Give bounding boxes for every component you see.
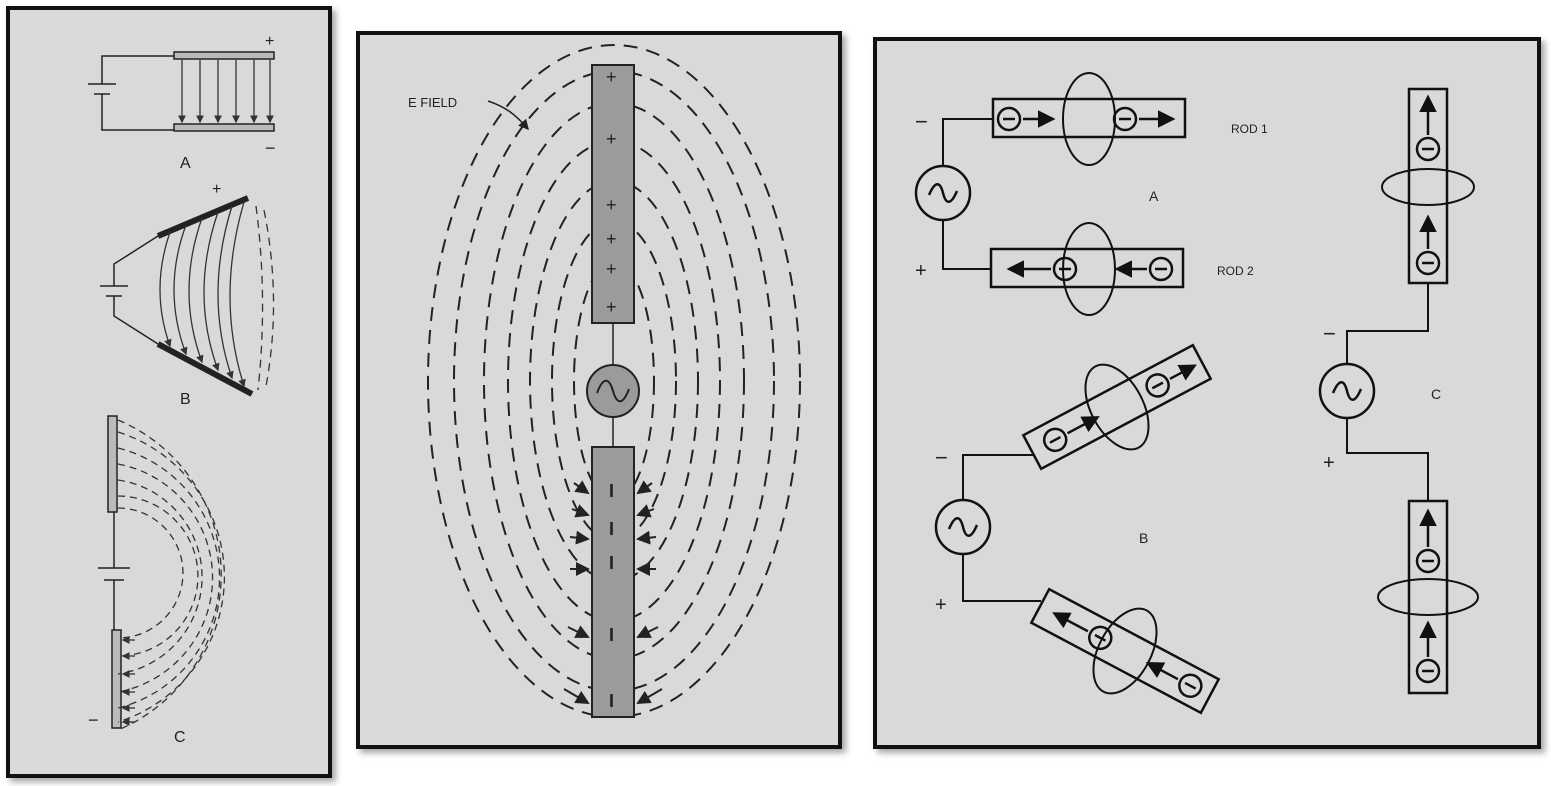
battery-a — [88, 55, 174, 131]
label-c: C — [174, 729, 186, 746]
svg-text:+: + — [1323, 452, 1335, 474]
collinear-plate-capacitor-c: − C — [88, 415, 226, 746]
label-b: B — [1139, 530, 1148, 546]
negative-charges: I I I I I — [609, 481, 614, 711]
svg-text:I: I — [609, 691, 614, 711]
magnetic-loop — [1062, 72, 1116, 166]
label-a: A — [180, 155, 191, 172]
svg-text:I: I — [609, 625, 614, 645]
panel-dipole-e-field: + + + + + + I I I I I — [356, 31, 842, 749]
svg-text:−: − — [935, 445, 948, 470]
upper-rod — [591, 64, 635, 324]
figure-c-vertical-rods: − + C — [1318, 87, 1479, 695]
rod-1-label: ROD 1 — [1231, 122, 1268, 136]
svg-text:I: I — [609, 481, 614, 501]
bottom-rod — [111, 629, 122, 729]
svg-text:+: + — [606, 259, 617, 279]
top-plate — [173, 51, 275, 60]
lower-rod — [591, 446, 635, 718]
bottom-plate — [173, 123, 275, 132]
svg-text:+: + — [606, 297, 617, 317]
svg-text:+: + — [606, 67, 617, 87]
battery-b — [100, 235, 159, 345]
plus-sign: + — [212, 181, 221, 198]
panel-rod-currents: − + ROD 1 ROD 2 A — [873, 37, 1541, 749]
field-lines-c — [117, 419, 226, 731]
field-lines-b — [159, 201, 275, 391]
bottom-plate — [156, 341, 254, 397]
field-arrows — [563, 480, 663, 705]
label-pointer — [487, 100, 529, 131]
svg-text:−: − — [1323, 321, 1336, 346]
field-arrows-a — [178, 60, 274, 124]
label-c: C — [1431, 386, 1441, 402]
minus-sign: − — [265, 138, 276, 158]
top-rod — [107, 415, 118, 513]
svg-text:+: + — [915, 260, 927, 282]
magnetic-loop — [1062, 222, 1116, 316]
rod-2-label: ROD 2 — [1217, 264, 1254, 278]
label-b: B — [180, 391, 191, 408]
svg-text:I: I — [609, 553, 614, 573]
svg-text:+: + — [606, 195, 617, 215]
plus-sign: + — [265, 33, 274, 50]
minus-sign: − — [88, 710, 99, 730]
capacitor-diagram: + − A + B — [88, 33, 276, 746]
e-field-label: E FIELD — [408, 95, 457, 110]
svg-text:+: + — [606, 229, 617, 249]
svg-text:+: + — [606, 129, 617, 149]
spread-plate-capacitor-b: + B — [100, 181, 275, 408]
battery-c — [98, 512, 130, 630]
dipole-e-field-diagram: + + + + + + I I I I I — [408, 44, 801, 718]
panel-capacitor-fields: + − A + B — [6, 6, 332, 778]
positive-charges: + + + + + + — [606, 67, 617, 317]
svg-text:I: I — [609, 519, 614, 539]
ac-source — [586, 364, 640, 418]
top-plate — [156, 195, 250, 239]
rod-current-diagram: − + ROD 1 ROD 2 A — [914, 72, 1479, 715]
figure-b-angled-rods: − + B — [934, 343, 1221, 715]
svg-text:+: + — [935, 594, 947, 616]
label-a: A — [1149, 188, 1159, 204]
figure-a-horizontal-rods: − + ROD 1 ROD 2 A — [914, 72, 1268, 316]
svg-text:−: − — [915, 109, 928, 134]
parallel-plate-capacitor-a: + − A — [88, 33, 276, 172]
field-arrows-c — [121, 636, 135, 726]
